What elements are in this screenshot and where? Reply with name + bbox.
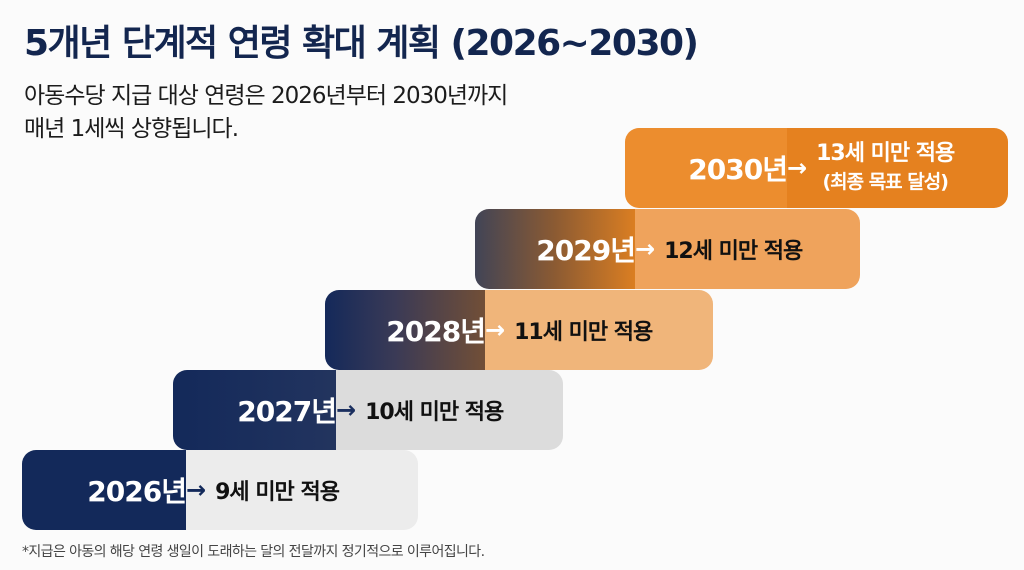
subtitle-line-1: 아동수당 지급 대상 연령은 2026년부터 2030년까지 (24, 83, 508, 109)
step-result: → 12세 미만 적용 (635, 209, 860, 289)
page-title: 5개년 단계적 연령 확대 계획 (2026~2030) (24, 23, 699, 64)
step-result: → 9세 미만 적용 (186, 450, 418, 530)
step-year: 2029년 (475, 209, 649, 289)
step-2026: 2026년 → 9세 미만 적용 (22, 450, 418, 530)
subtitle: 아동수당 지급 대상 연령은 2026년부터 2030년까지 매년 1세씩 상향… (24, 80, 508, 146)
arrow-right-icon: → (485, 316, 505, 344)
step-result-text: 13세 미만 적용 (816, 141, 955, 166)
step-year: 2030년 (625, 128, 801, 208)
arrow-right-icon: → (635, 235, 655, 263)
step-result-text: 12세 미만 적용 (664, 239, 803, 264)
step-result-note: (최종 목표 달성) (822, 171, 948, 193)
step-result: → 11세 미만 적용 (485, 290, 713, 370)
step-2029: 2029년 → 12세 미만 적용 (475, 209, 860, 289)
step-result-text: 10세 미만 적용 (365, 400, 504, 425)
step-2030: 2030년 → 13세 미만 적용 (최종 목표 달성) (625, 128, 1008, 208)
step-2028: 2028년 → 11세 미만 적용 (325, 290, 713, 370)
footnote: *지급은 아동의 해당 연령 생일이 도래하는 달의 전달까지 정기적으로 이루… (22, 544, 485, 560)
step-result: → 10세 미만 적용 (336, 370, 563, 450)
step-result: → 13세 미만 적용 (최종 목표 달성) (787, 128, 1008, 208)
arrow-right-icon: → (186, 476, 206, 504)
step-result-text: 9세 미만 적용 (215, 480, 340, 505)
step-year: 2026년 (22, 450, 200, 530)
arrow-right-icon: → (336, 396, 356, 424)
step-year: 2027년 (173, 370, 350, 450)
step-result-text: 11세 미만 적용 (514, 320, 653, 345)
arrow-right-icon: → (787, 154, 807, 182)
step-year: 2028년 (325, 290, 499, 370)
step-2027: 2027년 → 10세 미만 적용 (173, 370, 563, 450)
subtitle-line-2: 매년 1세씩 상향됩니다. (24, 116, 239, 142)
